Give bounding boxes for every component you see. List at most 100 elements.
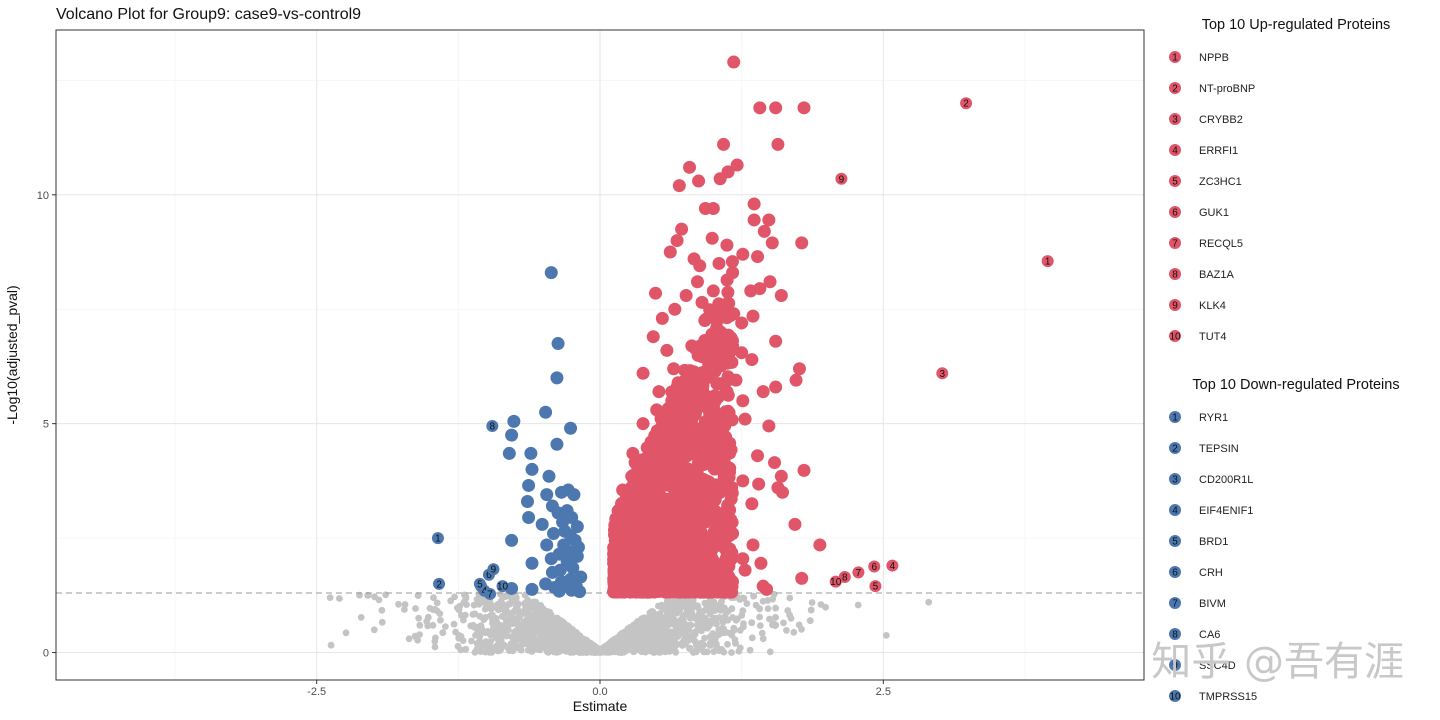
up-point	[697, 386, 711, 400]
down-point	[552, 584, 566, 598]
down-legend-key	[1169, 411, 1181, 423]
up-point	[706, 398, 720, 412]
up-point	[698, 314, 712, 327]
ns-point	[688, 609, 695, 617]
down-point	[540, 538, 554, 552]
ns-point	[608, 643, 616, 651]
ns-point	[478, 625, 486, 633]
up-point	[662, 401, 675, 415]
up-point	[762, 419, 776, 433]
down-point	[544, 552, 558, 566]
up-top-point-label: 4	[890, 561, 896, 572]
up-legend-key	[1169, 113, 1181, 125]
up-point	[720, 545, 734, 559]
up-point	[722, 406, 736, 420]
ns-point	[544, 620, 551, 627]
ns-point	[482, 638, 490, 646]
ns-point	[514, 626, 522, 633]
ns-point	[553, 614, 561, 622]
ns-point	[700, 648, 708, 656]
up-point	[685, 339, 699, 353]
nonsignificant-points	[326, 590, 933, 656]
up-point	[706, 202, 720, 216]
ns-point	[454, 604, 461, 612]
ns-point	[475, 600, 483, 608]
ns-point	[414, 592, 422, 599]
ns-point	[766, 648, 774, 656]
ns-point	[772, 614, 779, 621]
ns-point	[748, 619, 756, 627]
up-point	[621, 544, 634, 558]
up-point	[667, 362, 681, 376]
up-point	[616, 483, 630, 497]
ns-point	[756, 613, 763, 621]
up-legend-rank: 10	[1169, 332, 1181, 343]
ns-point	[783, 627, 790, 634]
up-point	[765, 236, 779, 250]
ns-point	[559, 633, 567, 641]
ns-point	[510, 642, 518, 649]
ns-point	[787, 615, 795, 622]
ns-point	[537, 602, 545, 609]
ns-point	[759, 597, 767, 605]
ns-point	[771, 622, 779, 629]
ns-point	[707, 606, 715, 613]
down-top-point-label: 2	[436, 579, 442, 590]
ns-point	[664, 632, 672, 640]
up-point	[744, 284, 758, 298]
down-point	[567, 488, 581, 502]
down-top-point	[487, 563, 500, 576]
up-point	[789, 373, 803, 387]
ns-point	[433, 599, 441, 607]
ns-point	[680, 619, 688, 627]
up-point	[672, 179, 686, 193]
up-point	[706, 414, 719, 428]
up-top-point	[852, 566, 865, 579]
ns-point	[701, 634, 708, 642]
down-top-point	[431, 532, 444, 545]
up-point	[723, 583, 736, 597]
up-point	[690, 275, 704, 289]
up-point	[655, 311, 669, 325]
up-top-point-label: 3	[939, 369, 945, 380]
ns-point	[520, 618, 528, 626]
ns-point	[615, 648, 623, 656]
ns-point	[491, 645, 499, 652]
up-legend-key	[1169, 268, 1181, 280]
ns-point	[643, 620, 650, 628]
down-point	[525, 582, 539, 596]
up-point	[746, 309, 760, 323]
ns-point	[523, 635, 531, 643]
ns-point	[650, 648, 657, 656]
up-point	[710, 321, 724, 335]
up-point	[671, 465, 685, 479]
ns-point	[573, 634, 581, 641]
ns-point	[426, 605, 434, 612]
up-point	[797, 101, 811, 115]
up-point	[713, 172, 727, 186]
up-point	[680, 508, 694, 522]
ns-point	[483, 601, 490, 609]
ns-point	[492, 628, 500, 636]
ns-point	[654, 616, 661, 623]
ns-point	[531, 602, 538, 610]
ns-point	[492, 615, 500, 622]
up-point	[722, 470, 736, 484]
ns-point	[638, 642, 646, 650]
down-point	[505, 533, 519, 547]
down-point	[505, 428, 519, 442]
ns-point	[401, 601, 409, 608]
ns-point	[454, 642, 462, 650]
up-point	[745, 353, 759, 367]
down-legend-label: BIVM	[1199, 598, 1226, 610]
up-point	[735, 346, 749, 360]
down-point	[544, 266, 558, 280]
up-point	[795, 571, 809, 585]
up-point	[712, 479, 726, 492]
down-legend-key	[1169, 690, 1181, 702]
up-point	[608, 552, 622, 566]
ns-point	[482, 648, 489, 656]
ns-point	[668, 604, 675, 612]
up-point	[717, 137, 731, 151]
